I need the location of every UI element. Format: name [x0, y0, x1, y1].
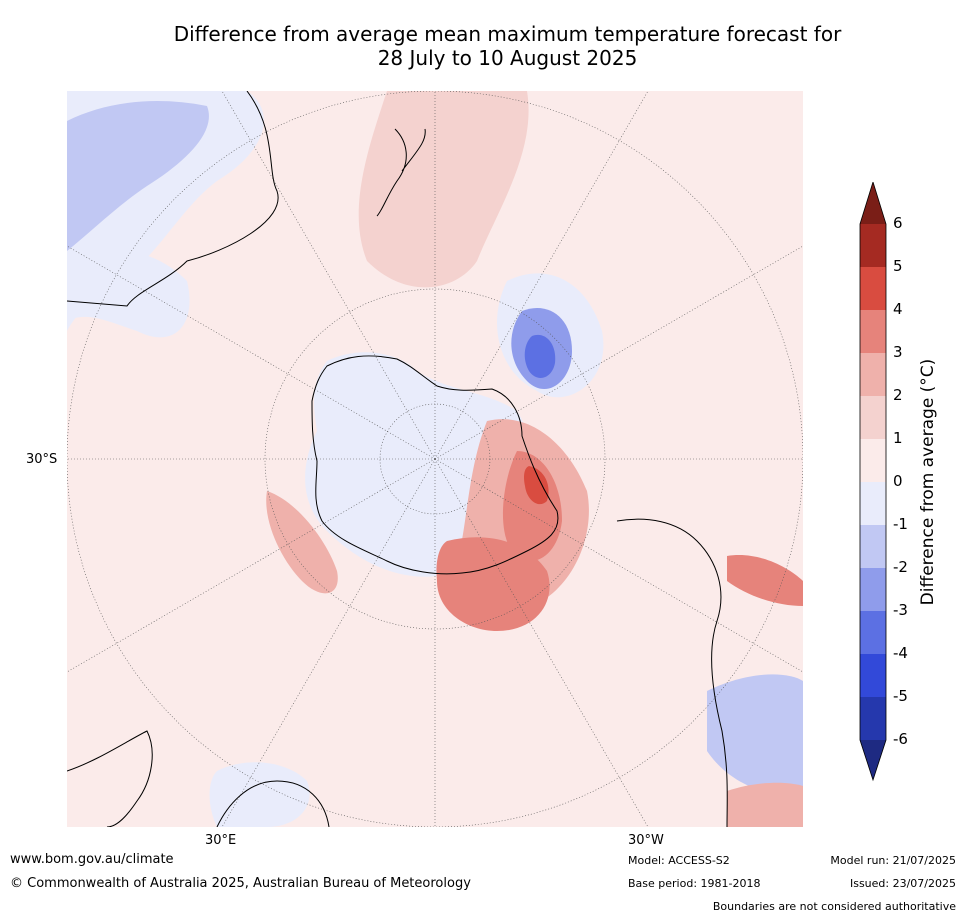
- coastlines: [67, 91, 728, 827]
- lat-label-30s: 30°S: [26, 452, 58, 467]
- south-america-coast: [616, 518, 728, 827]
- colorbar-tick: -4: [893, 644, 908, 662]
- title-line-1: Difference from average mean maximum tem…: [173, 22, 842, 46]
- warm-anomaly-weddell-core: [524, 466, 549, 505]
- colorbar-tick: 2: [893, 386, 903, 404]
- colorbar-tick: -1: [893, 515, 908, 533]
- colorbar-outline: [859, 182, 887, 782]
- colorbar-tick: -3: [893, 601, 908, 619]
- cool-anomaly-pacific-core: [524, 334, 556, 378]
- colorbar-band-m1-0: [860, 482, 886, 525]
- website-link[interactable]: www.bom.gov.au/climate: [10, 852, 174, 867]
- cool-anomaly-west: [67, 250, 190, 338]
- colorbar-band-m3-m2: [860, 568, 886, 611]
- colorbar-tick: 3: [893, 343, 903, 361]
- longitude-lines: [67, 91, 803, 827]
- colorbar-band-m6-m5: [860, 697, 886, 740]
- lon-label-30w: 30°W: [628, 833, 664, 848]
- warm-anomaly-southern-indian: [266, 491, 338, 594]
- colorbar-tick: -2: [893, 558, 908, 576]
- warm-anomaly-nz: [358, 91, 529, 288]
- colorbar-tick: 1: [893, 429, 903, 447]
- antarctica-coast: [311, 355, 559, 575]
- colorbar-band-4-5: [860, 267, 886, 310]
- title-line-2: 28 July to 10 August 2025: [377, 46, 638, 70]
- base-period-text: Base period: 1981-2018: [628, 877, 761, 890]
- cool-anomaly-indian-ocean-core: [67, 101, 209, 251]
- colorbar-band-0-1: [860, 439, 886, 482]
- colorbar-band-3-4: [860, 310, 886, 353]
- cool-anomaly-africa: [209, 762, 310, 827]
- map-title: Difference from average mean maximum tem…: [60, 22, 955, 70]
- colorbar-title: Difference from average (°C): [918, 358, 938, 606]
- disclaimer-text: Boundaries are not considered authoritat…: [712, 900, 956, 913]
- africa-coast: [67, 730, 330, 827]
- copyright-text: © Commonwealth of Australia 2025, Austra…: [10, 876, 471, 891]
- colorbar-band-m4-m3: [860, 611, 886, 654]
- colorbar-tick: 0: [893, 472, 903, 490]
- colorbar-tick: 5: [893, 257, 903, 275]
- colorbar-tick: -6: [893, 730, 908, 748]
- colorbar-band-m2-m1: [860, 525, 886, 568]
- new-zealand-coast: [376, 128, 426, 217]
- colorbar-tick: 4: [893, 300, 903, 318]
- issued-text: Issued: 23/07/2025: [849, 877, 956, 890]
- warm-anomaly-lower-right: [727, 782, 803, 827]
- model-text: Model: ACCESS-S2: [628, 854, 730, 867]
- warm-anomaly-weddell-mid: [502, 451, 562, 561]
- polar-map: [67, 91, 803, 827]
- map-svg: [67, 91, 803, 827]
- cool-anomaly-south-america: [707, 674, 803, 794]
- model-run-text: Model run: 21/07/2025: [830, 854, 956, 867]
- colorbar: [859, 182, 887, 782]
- warm-anomaly-south-america: [727, 555, 803, 606]
- colorbar-tick: -5: [893, 687, 908, 705]
- colorbar-band-1-2: [860, 396, 886, 439]
- australia-coast: [67, 91, 279, 307]
- lon-label-30e: 30°E: [205, 833, 237, 848]
- colorbar-band-2-3: [860, 353, 886, 396]
- colorbar-tick: 6: [893, 214, 903, 232]
- colorbar-lower-triangle: [860, 740, 886, 780]
- colorbar-band-5-6: [860, 224, 886, 267]
- colorbar-upper-triangle: [860, 182, 886, 224]
- colorbar-band-m5-m4: [860, 654, 886, 697]
